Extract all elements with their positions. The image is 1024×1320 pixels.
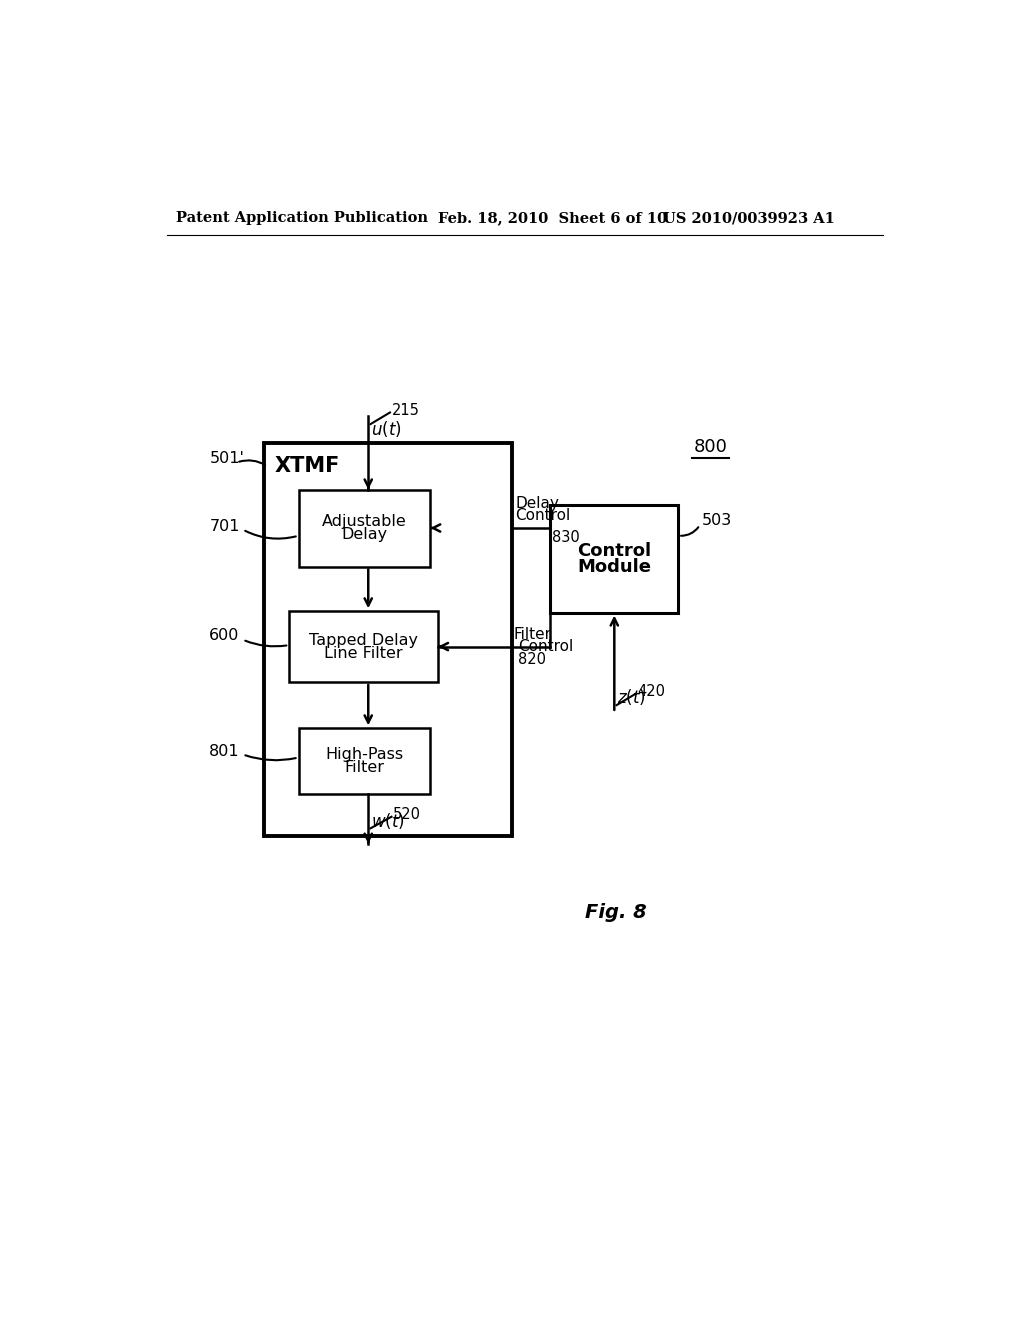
Text: Fig. 8: Fig. 8 bbox=[586, 903, 647, 923]
Text: 600: 600 bbox=[209, 628, 240, 643]
Text: Delay: Delay bbox=[515, 496, 559, 511]
Text: High-Pass: High-Pass bbox=[326, 747, 403, 762]
Text: $z(t)$: $z(t)$ bbox=[617, 688, 646, 708]
Text: Control: Control bbox=[515, 508, 570, 523]
Text: 800: 800 bbox=[693, 438, 728, 457]
Text: XTMF: XTMF bbox=[274, 457, 340, 477]
Text: $u(t)$: $u(t)$ bbox=[372, 420, 402, 440]
Text: Patent Application Publication: Patent Application Publication bbox=[176, 211, 428, 226]
FancyBboxPatch shape bbox=[289, 611, 438, 682]
Text: 830: 830 bbox=[552, 529, 580, 545]
Text: 215: 215 bbox=[391, 403, 420, 417]
Text: Tapped Delay: Tapped Delay bbox=[309, 632, 418, 648]
Text: Delay: Delay bbox=[341, 528, 387, 543]
Text: 520: 520 bbox=[393, 807, 421, 822]
Text: 420: 420 bbox=[638, 684, 666, 698]
Text: 801: 801 bbox=[209, 743, 240, 759]
Text: 501': 501' bbox=[209, 451, 245, 466]
FancyBboxPatch shape bbox=[550, 506, 678, 612]
FancyBboxPatch shape bbox=[299, 729, 430, 793]
Text: Adjustable: Adjustable bbox=[322, 515, 407, 529]
Text: Control: Control bbox=[578, 543, 651, 560]
Text: 701: 701 bbox=[209, 519, 240, 535]
Text: Filter: Filter bbox=[344, 760, 384, 775]
Text: Module: Module bbox=[578, 557, 651, 576]
Text: Feb. 18, 2010  Sheet 6 of 10: Feb. 18, 2010 Sheet 6 of 10 bbox=[438, 211, 667, 226]
Text: 820: 820 bbox=[518, 652, 546, 667]
Text: Control: Control bbox=[518, 639, 573, 655]
Text: Filter: Filter bbox=[514, 627, 552, 642]
Text: $w(t)$: $w(t)$ bbox=[372, 810, 406, 830]
FancyBboxPatch shape bbox=[299, 490, 430, 566]
Text: Line Filter: Line Filter bbox=[325, 645, 402, 661]
FancyBboxPatch shape bbox=[263, 444, 512, 836]
Text: US 2010/0039923 A1: US 2010/0039923 A1 bbox=[663, 211, 835, 226]
Text: 503: 503 bbox=[701, 512, 732, 528]
